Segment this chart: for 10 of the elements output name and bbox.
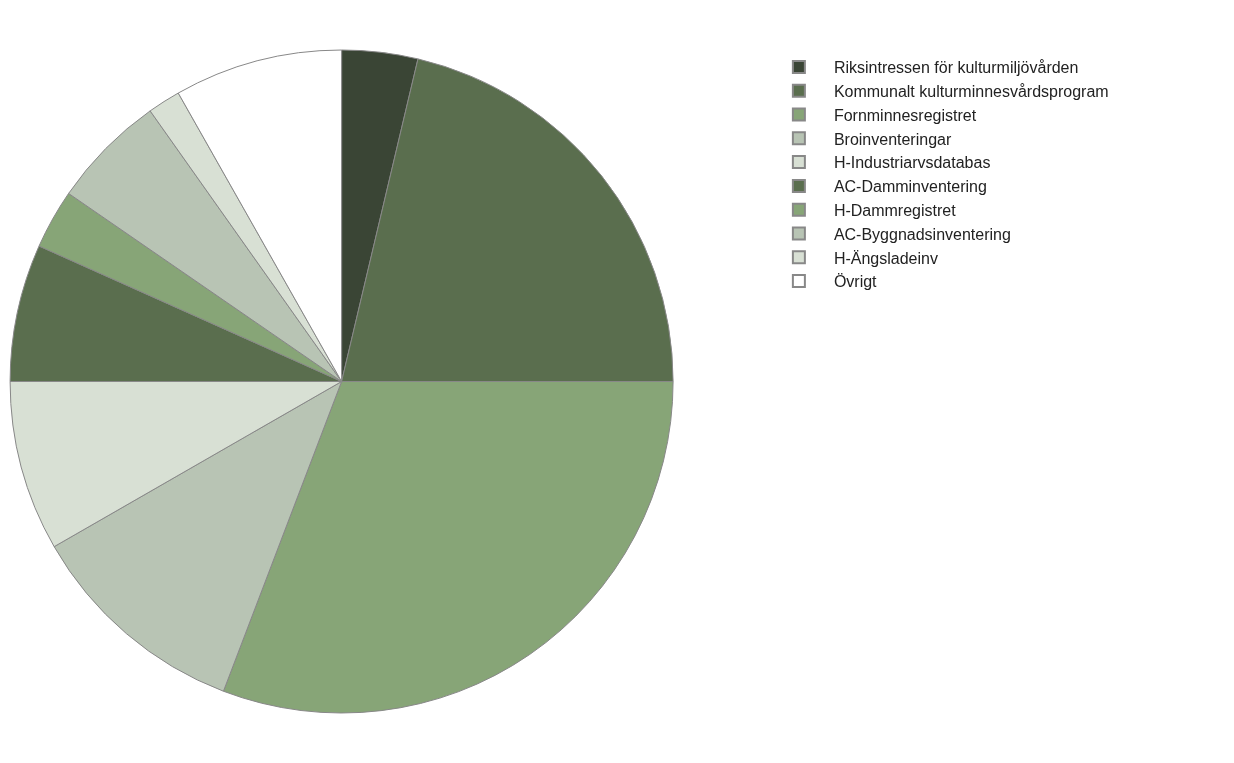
legend-label: AC-Byggnadsinventering [833, 225, 1011, 243]
legend-label: Övrigt [833, 273, 878, 291]
legend-label: H-Dammregistret [833, 201, 957, 219]
legend-label: H-Industriarvsdatabas [833, 154, 991, 172]
legend-label: Kommunalt kulturminnesvårdsprogram [833, 82, 1109, 100]
legend-label: Broinventeringar [833, 130, 952, 148]
legend-label: H-Ängsladeinv [833, 249, 938, 267]
legend-label: AC-Damminventering [833, 178, 987, 196]
legend-label: Riksintressen för kulturmiljövården [833, 59, 1079, 77]
legend-label: Fornminnesregistret [833, 106, 977, 124]
